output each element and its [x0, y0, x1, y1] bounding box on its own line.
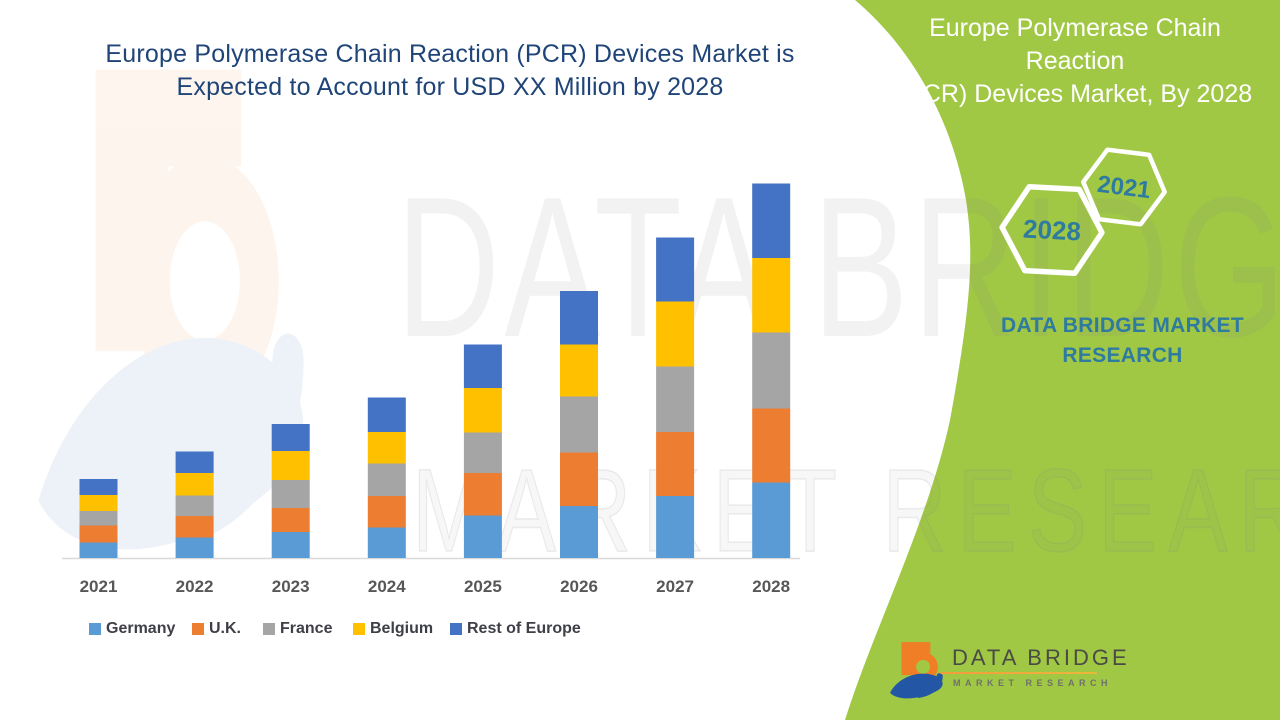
- x-axis-label-2028: 2028: [752, 577, 791, 596]
- legend-label: Belgium: [370, 620, 434, 637]
- legend-swatch: [89, 623, 101, 635]
- bar-segment-rest-of-europe-2025: [463, 344, 502, 388]
- bar-segment-france-2026: [560, 396, 598, 453]
- footer-logo-subtext: MARKET RESEARCH: [953, 678, 1113, 688]
- x-axis-label-2022: 2022: [175, 577, 214, 596]
- bar-segment-rest-of-europe-2022: [175, 451, 214, 473]
- bar-segment-belgium-2023: [271, 451, 310, 480]
- legend-swatch: [450, 623, 462, 635]
- footer-logo-icon: [888, 640, 950, 702]
- bar-segment-germany-2023: [271, 532, 310, 558]
- bar-segment-germany-2027: [656, 496, 695, 558]
- legend-label: Germany: [106, 620, 176, 637]
- bar-segment-u-k--2028: [752, 408, 791, 483]
- x-axis-label-2027: 2027: [656, 577, 694, 596]
- brand-text-line2: RESEARCH: [1062, 344, 1183, 367]
- hexagon-2021: 2021: [1081, 147, 1167, 227]
- bar-segment-germany-2026: [560, 506, 598, 558]
- panel-title: Europe Polymerase Chain Reaction (PCR) D…: [880, 12, 1270, 111]
- green-panel-shape: [845, 0, 1280, 720]
- chart-title: Europe Polymerase Chain Reaction (PCR) D…: [70, 38, 830, 104]
- bar-segment-belgium-2021: [79, 495, 118, 511]
- bar-segment-france-2021: [79, 511, 118, 526]
- bar-segment-france-2027: [656, 366, 695, 432]
- bar-segment-belgium-2025: [463, 388, 502, 433]
- bar-segment-u-k--2022: [175, 516, 214, 538]
- hexagon-2028-label: 2028: [1022, 214, 1081, 247]
- bar-segment-rest-of-europe-2021: [79, 479, 118, 495]
- hexagon-2021-label: 2021: [1096, 171, 1152, 204]
- bar-segment-france-2028: [752, 332, 791, 409]
- footer-logo-wordmark: DATA BRIDGE: [952, 645, 1130, 670]
- bar-segment-belgium-2027: [656, 301, 695, 367]
- bar-segment-belgium-2026: [560, 344, 598, 397]
- hexagon-2028: 2028: [999, 183, 1105, 277]
- bar-segment-u-k--2021: [79, 525, 118, 543]
- bar-segment-u-k--2023: [271, 508, 310, 532]
- footer-logo-underline: [940, 672, 1097, 674]
- bar-segment-rest-of-europe-2023: [271, 424, 310, 451]
- bar-segment-u-k--2027: [656, 432, 695, 496]
- bar-segment-belgium-2028: [752, 258, 791, 333]
- bar-segment-germany-2022: [175, 537, 214, 558]
- x-axis-label-2023: 2023: [271, 577, 310, 596]
- brand-text: DATA BRIDGE MARKET RESEARCH: [970, 311, 1275, 371]
- legend-label: Rest of Europe: [467, 620, 581, 637]
- bar-segment-france-2024: [367, 463, 406, 496]
- x-axis-label-2025: 2025: [463, 577, 502, 596]
- bar-segment-u-k--2024: [367, 496, 406, 528]
- bar-segment-france-2023: [271, 480, 310, 508]
- x-axis-label-2021: 2021: [79, 577, 118, 596]
- bar-segment-rest-of-europe-2024: [367, 397, 406, 432]
- legend-swatch: [263, 623, 275, 635]
- bar-segment-france-2025: [463, 432, 502, 473]
- bar-segment-belgium-2022: [175, 473, 214, 496]
- bar-segment-rest-of-europe-2028: [752, 183, 791, 258]
- bar-segment-rest-of-europe-2027: [656, 237, 695, 302]
- bar-segment-germany-2024: [367, 527, 406, 558]
- bar-segment-u-k--2026: [560, 452, 598, 506]
- panel-title-line1: Europe Polymerase Chain Reaction: [929, 14, 1221, 75]
- x-axis-label-2024: 2024: [367, 577, 406, 596]
- chart-title-line2: Expected to Account for USD XX Million b…: [176, 73, 724, 101]
- bar-segment-belgium-2024: [367, 432, 406, 464]
- bar-segment-germany-2028: [752, 482, 791, 558]
- legend-label: U.K.: [209, 620, 241, 637]
- bar-segment-germany-2021: [79, 542, 118, 558]
- stacked-bar-chart: [62, 183, 800, 560]
- bar-segment-rest-of-europe-2026: [560, 291, 598, 345]
- chart-title-line1: Europe Polymerase Chain Reaction (PCR) D…: [105, 40, 795, 68]
- panel-title-line2: (PCR) Devices Market, By 2028: [897, 80, 1253, 108]
- legend-swatch: [192, 623, 204, 635]
- bar-segment-france-2022: [175, 495, 214, 516]
- legend-label: France: [280, 620, 333, 637]
- legend-swatch: [353, 623, 365, 635]
- x-axis-label-2026: 2026: [560, 577, 598, 596]
- brand-text-line1: DATA BRIDGE MARKET: [1001, 314, 1244, 337]
- bar-segment-u-k--2025: [463, 473, 502, 516]
- bar-segment-germany-2025: [463, 515, 502, 558]
